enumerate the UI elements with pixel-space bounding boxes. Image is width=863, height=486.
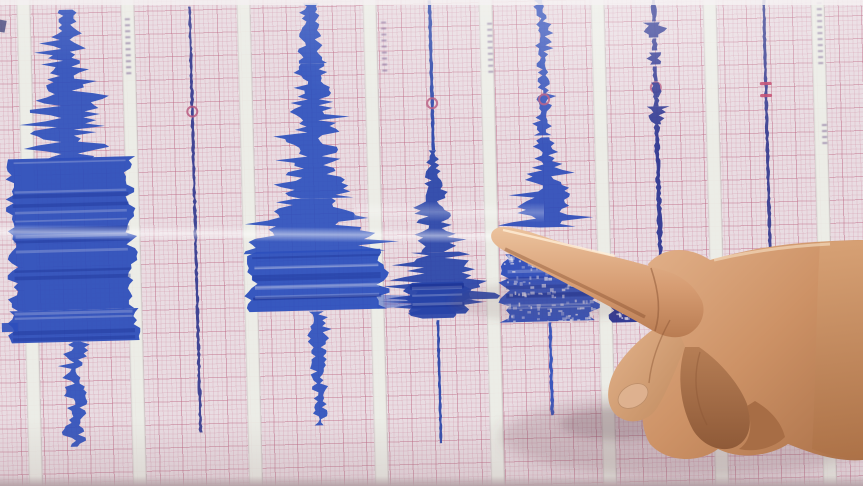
paper-top-edge [0,0,863,5]
minute-mark-ring [186,105,199,118]
index-finger [491,227,704,338]
knuckle-crease [695,351,708,426]
curled-middle-finger [680,347,750,450]
wrist-shading [812,240,863,459]
minute-mark-ring [538,93,551,106]
finger-bottom-shade [504,247,646,319]
seismic-trace-trace-7 [759,0,773,262]
thumb-nail [617,383,649,409]
thumb-base-crease [648,319,671,384]
photo-bottom-shadow [0,476,863,486]
hand-top-highlight [713,242,831,262]
finger-palm-crease [650,267,660,332]
minute-mark-tick [760,93,773,98]
minute-mark-ring [426,97,439,110]
seismic-trace-trace-2 [186,6,203,433]
curled-ring-finger [739,401,785,451]
minute-mark-tick [759,81,772,86]
corner-ink-mark [0,19,7,33]
